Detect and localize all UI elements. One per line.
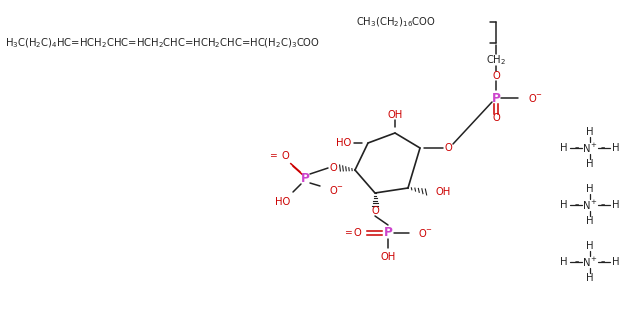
Text: CH$_2$: CH$_2$ [486,53,506,67]
Text: H: H [560,257,568,267]
Text: P: P [383,226,392,240]
Text: H: H [586,216,594,226]
Text: =: = [269,151,277,160]
Text: N$^+$: N$^+$ [582,256,598,268]
Text: H: H [586,184,594,194]
Text: OH: OH [380,252,396,262]
Text: O: O [281,151,289,161]
Text: O: O [492,71,500,81]
Text: O: O [371,206,379,216]
Text: –: – [601,257,605,267]
Text: OH: OH [436,187,451,197]
Text: H: H [586,241,594,251]
Text: O$^{-}$: O$^{-}$ [418,227,433,239]
Text: O$^{-}$: O$^{-}$ [528,92,543,104]
Text: H: H [586,273,594,283]
Text: H: H [560,143,568,153]
Text: –: – [575,257,579,267]
Text: O: O [329,163,337,173]
Text: O: O [353,228,361,238]
Text: –: – [601,201,605,209]
Text: HO: HO [337,138,351,148]
Text: HO: HO [275,197,291,207]
Text: P: P [301,171,309,185]
Text: CH$_3$(CH$_2$)$_{16}$COO: CH$_3$(CH$_2$)$_{16}$COO [356,15,436,29]
Text: –: – [575,201,579,209]
Text: H: H [612,200,620,210]
Text: –: – [575,143,579,153]
Text: OH: OH [387,110,403,120]
Text: N$^+$: N$^+$ [582,141,598,154]
Text: P: P [492,91,500,105]
Text: H: H [612,257,620,267]
Text: –: – [601,143,605,153]
Text: N$^+$: N$^+$ [582,198,598,212]
Text: H: H [586,159,594,169]
Text: H: H [586,127,594,137]
Text: H: H [560,200,568,210]
Text: O: O [492,113,500,123]
Text: O: O [444,143,452,153]
Text: =: = [344,229,352,237]
Text: H: H [612,143,620,153]
Text: H$_3$C(H$_2$C)$_4$HC=HCH$_2$CHC=HCH$_2$CHC=HCH$_2$CHC=HC(H$_2$C)$_3$COO: H$_3$C(H$_2$C)$_4$HC=HCH$_2$CHC=HCH$_2$C… [5,36,320,50]
Text: O$^{-}$: O$^{-}$ [329,184,344,196]
